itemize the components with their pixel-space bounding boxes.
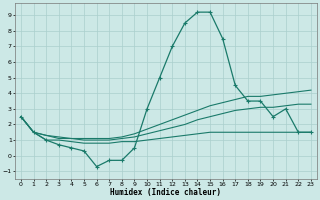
X-axis label: Humidex (Indice chaleur): Humidex (Indice chaleur): [110, 188, 221, 197]
